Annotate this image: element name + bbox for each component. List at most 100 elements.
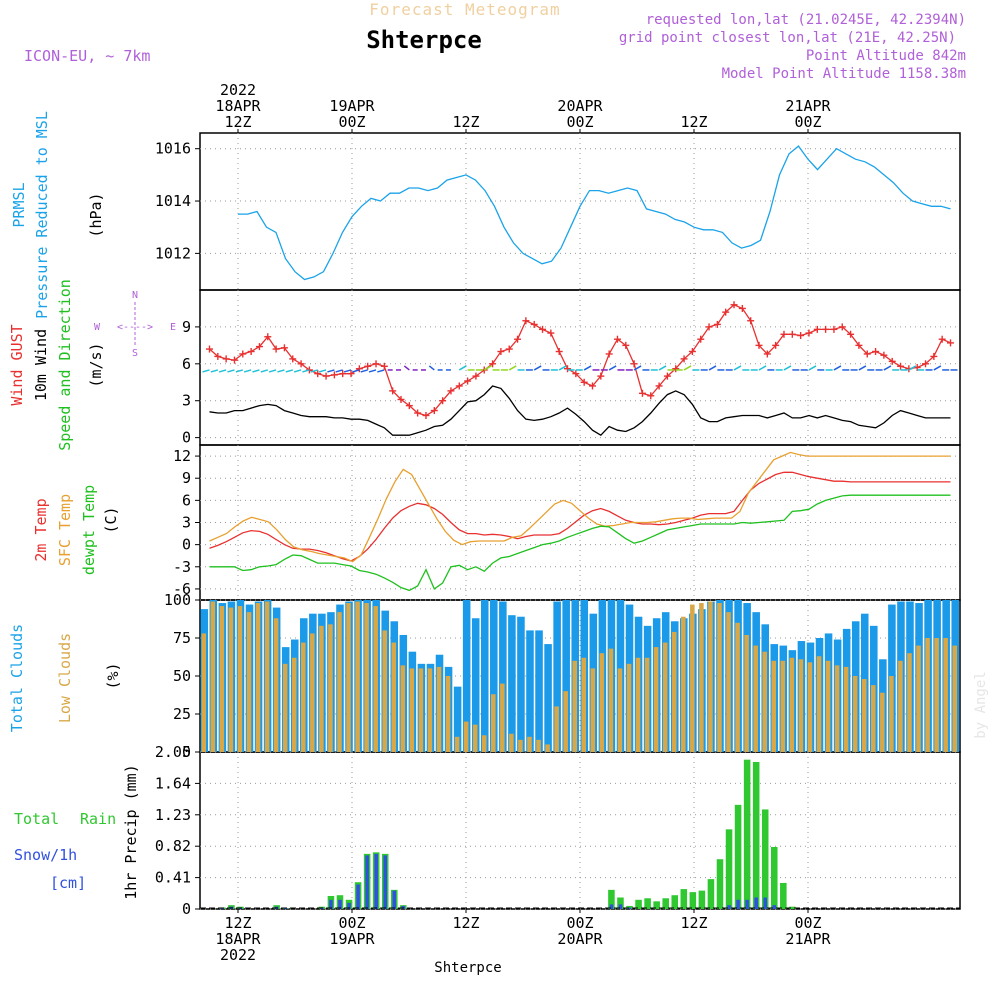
low-clouds-bar	[662, 642, 668, 752]
precip-bar	[761, 809, 769, 909]
y-tick-label: -3	[173, 558, 191, 576]
compass: N S W E <---->	[94, 290, 176, 359]
low-clouds-bar	[599, 653, 605, 752]
low-clouds-bar	[762, 651, 767, 752]
wind-arrow	[403, 365, 410, 371]
precip-bar	[680, 889, 688, 909]
bottom-time-label: 18APR	[215, 930, 261, 948]
top-time-label: 00Z	[566, 113, 593, 131]
low-clouds-bar	[690, 604, 695, 752]
temp-sfc-line	[209, 451, 951, 563]
low-clouds-bar	[563, 691, 568, 752]
precip-bar	[780, 882, 787, 909]
precip-bar	[608, 889, 615, 909]
top-time-label: 19APR	[329, 97, 375, 115]
wind-arrow	[933, 365, 942, 371]
snow-bar	[627, 907, 632, 909]
bottom-time-label: 12Z	[680, 914, 707, 932]
total-clouds-bar	[562, 600, 570, 752]
wind-arrow	[318, 369, 327, 373]
precip-bar	[662, 898, 669, 909]
pressure-title-2: Pressure Reduced to MSL	[33, 111, 51, 319]
precip-bar	[734, 804, 742, 909]
precip-unit: 1hr Precip (mm)	[122, 764, 140, 899]
low-clouds-bar	[843, 666, 849, 752]
low-clouds-bar	[382, 630, 387, 752]
low-clouds-bar	[310, 633, 315, 752]
wind-arrow	[360, 369, 368, 373]
temp-title-3: dewpt Temp	[80, 485, 98, 575]
y-tick-label: 100	[164, 591, 191, 609]
wind-arrow	[428, 365, 435, 371]
snow-bar	[374, 853, 378, 909]
low-clouds-bar	[246, 612, 252, 752]
wind-arrow	[583, 365, 592, 371]
low-clouds-bar	[346, 603, 351, 752]
low-clouds-bar	[798, 659, 804, 752]
low-clouds-bar	[590, 668, 596, 752]
header: Forecast Meteogram Shterpce ICON-EU, ~ 7…	[24, 0, 966, 82]
low-clouds-bar	[671, 631, 677, 752]
low-clouds-bar	[210, 601, 216, 752]
precip-title-cm: [cm]	[50, 874, 86, 892]
wind-arrow	[758, 365, 767, 371]
snow-bar	[609, 904, 614, 909]
low-clouds-bar	[328, 624, 333, 752]
y-tick-label: 0.41	[155, 869, 191, 887]
snow-bar	[392, 890, 397, 909]
wind-arrow	[335, 369, 343, 373]
wind-arrow	[277, 369, 285, 373]
total-clouds-bar	[480, 600, 489, 752]
bottom-time-label: 00Z	[566, 914, 593, 932]
low-clouds-bar	[418, 668, 424, 752]
precip-bar	[653, 901, 660, 909]
y-tick-label: 0	[182, 536, 191, 554]
low-clouds-bar	[201, 633, 207, 752]
y-tick-label: 50	[173, 667, 191, 685]
temp-2m-line	[209, 471, 951, 562]
low-clouds-bar	[219, 606, 225, 752]
wind-arrow	[235, 369, 244, 373]
bottom-time-label: 12Z	[452, 914, 479, 932]
low-clouds-bar	[916, 645, 921, 752]
clouds-title-1: Total Clouds	[8, 624, 26, 732]
top-time-label: 20APR	[557, 97, 603, 115]
low-clouds-bar	[472, 724, 478, 752]
snow-bar	[356, 884, 360, 909]
wind-arrow	[343, 369, 352, 373]
low-clouds-bar	[436, 666, 442, 752]
low-clouds-bar	[816, 656, 822, 752]
low-clouds-bar	[753, 645, 758, 752]
bottom-time-label: 20APR	[557, 930, 603, 948]
low-clouds-bar	[644, 657, 650, 752]
side-titles: PRMSL Pressure Reduced to MSL (hPa) Wind…	[8, 111, 176, 900]
low-clouds-bar	[228, 607, 234, 752]
precip-bar	[752, 761, 760, 909]
wind-arrow	[268, 369, 277, 373]
low-clouds-bar	[744, 634, 749, 752]
wind-title-3: Speed and Direction	[56, 279, 74, 451]
bottom-time-label: 12Z	[224, 914, 251, 932]
low-clouds-bar	[871, 685, 876, 752]
low-clouds-bar	[771, 660, 777, 752]
low-clouds-bar	[789, 657, 795, 752]
total-clouds-bar	[490, 600, 498, 752]
snow-bar	[283, 908, 288, 909]
bottom-time-label: 00Z	[794, 914, 821, 932]
wind-arrow	[310, 369, 318, 373]
temp-unit: (C)	[102, 506, 120, 533]
low-clouds-bar	[282, 663, 288, 752]
temp-title-2: SFC Temp	[56, 494, 74, 566]
low-clouds-bar	[572, 660, 577, 752]
snow-bar	[401, 905, 406, 909]
y-tick-label: 25	[173, 705, 191, 723]
low-clouds-bar	[681, 616, 686, 752]
y-tick-label: 0.82	[155, 837, 191, 855]
precip-bar	[626, 905, 633, 909]
wind-arrow	[260, 369, 268, 373]
snow-bar	[736, 899, 740, 909]
total-clouds-bar	[499, 601, 507, 752]
total-clouds-bar	[553, 601, 561, 752]
wind-speed-line	[209, 385, 951, 437]
